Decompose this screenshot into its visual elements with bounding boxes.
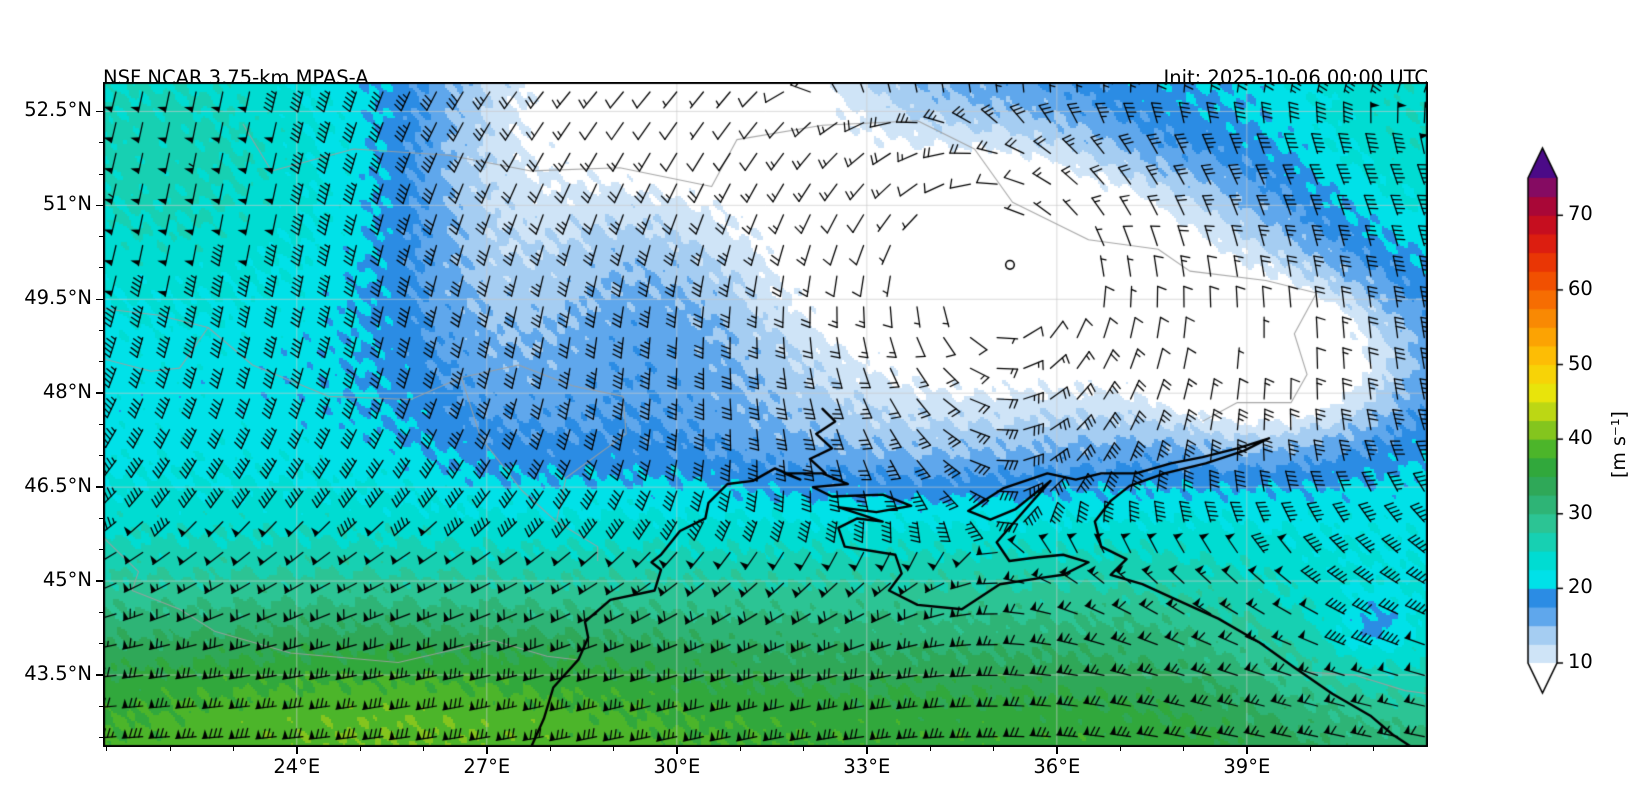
colorbar-tick-label: 20 [1568, 575, 1593, 599]
colorbar-tick-label: 50 [1568, 351, 1593, 375]
x-axis-tick-label: 24°E [273, 755, 321, 778]
x-axis-minor-tick [739, 747, 741, 751]
x-axis-minor-tick [422, 747, 424, 751]
x-axis-tick [1056, 747, 1058, 754]
x-axis-tick [1246, 747, 1248, 754]
x-axis-tick-label: 36°E [1033, 755, 1081, 778]
y-axis-minor-tick [99, 330, 103, 332]
x-axis-minor-tick [803, 747, 804, 751]
x-axis-minor-tick [929, 747, 931, 751]
y-axis-minor-tick [99, 517, 103, 519]
x-axis-tick-label: 27°E [463, 755, 511, 778]
x-axis-minor-tick [612, 747, 614, 751]
y-axis-minor-tick [99, 424, 103, 426]
y-axis-tick [96, 580, 103, 582]
x-axis-tick [486, 747, 488, 754]
colorbar-tick-label: 60 [1568, 276, 1593, 300]
y-axis-tick [96, 298, 103, 301]
y-axis-tick [96, 110, 103, 113]
y-axis-tick-label: 49.5°N [24, 286, 92, 310]
y-axis-minor-tick [99, 611, 103, 613]
y-axis-minor-tick [99, 267, 103, 269]
colorbar-tick-label: 10 [1568, 650, 1593, 673]
y-axis-minor-tick [99, 643, 103, 645]
x-axis-tick-label: 30°E [653, 755, 701, 778]
x-axis-minor-tick [1119, 747, 1121, 751]
x-axis-minor-tick [359, 747, 361, 751]
x-axis-minor-tick [232, 747, 234, 751]
y-axis-tick [96, 392, 103, 394]
x-axis-tick [676, 747, 678, 754]
y-axis-tick [96, 674, 103, 676]
y-axis-tick-label: 51°N [42, 192, 92, 216]
x-axis-tick-label: 33°E [843, 755, 891, 778]
y-axis-minor-tick [99, 361, 103, 363]
colorbar-unit-label: [m s⁻¹] [1608, 411, 1630, 478]
x-axis-minor-tick [549, 747, 551, 751]
x-axis-tick [866, 747, 868, 754]
y-axis-tick-label: 45°N [42, 568, 92, 592]
colorbar-tick-label: 40 [1568, 426, 1593, 450]
x-axis-tick-label: 39°E [1223, 755, 1271, 778]
colorbar-tick-label: 30 [1568, 500, 1593, 524]
y-axis-minor-tick [99, 549, 103, 551]
y-axis-minor-tick [99, 236, 103, 238]
map-canvas [103, 82, 1428, 747]
y-axis-tick-label: 43.5°N [24, 661, 92, 685]
y-axis-minor-tick [99, 455, 103, 457]
y-axis-minor-tick [99, 142, 103, 144]
x-axis-minor-tick [1183, 747, 1185, 751]
y-axis-minor-tick [99, 173, 103, 175]
y-axis-tick [96, 486, 103, 488]
colorbar-tick-label: 70 [1568, 202, 1593, 226]
x-axis-tick [296, 747, 298, 754]
x-axis-minor-tick [169, 747, 171, 751]
y-axis-tick [96, 204, 103, 207]
colorbar-canvas [1500, 130, 1646, 710]
x-axis-minor-tick [106, 747, 108, 751]
y-axis-minor-tick [99, 737, 103, 739]
y-axis-tick-label: 48°N [42, 380, 92, 404]
x-axis-minor-tick [1309, 747, 1311, 751]
y-axis-tick-label: 46.5°N [24, 474, 92, 498]
y-axis-tick-label: 52.5°N [24, 98, 92, 122]
y-axis-minor-tick [99, 705, 103, 707]
x-axis-minor-tick [1373, 747, 1375, 751]
x-axis-minor-tick [993, 747, 994, 751]
